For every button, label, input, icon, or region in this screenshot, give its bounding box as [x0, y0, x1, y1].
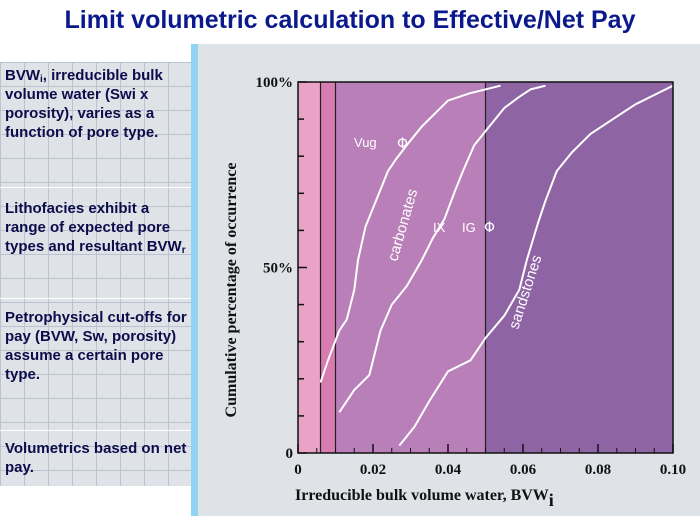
x-tick-label: 0.10	[660, 462, 686, 478]
x-tick-label: 0.02	[360, 462, 386, 478]
vug-phi-label: Φ	[397, 136, 408, 152]
x-tick-label: 0.06	[510, 462, 537, 478]
series-line	[398, 84, 674, 447]
y-tick-label: 50%	[263, 261, 293, 277]
pore-band	[320, 82, 336, 453]
x-axis-label-main: Irreducible bulk volume water, BVW	[295, 487, 549, 504]
series-line	[319, 84, 501, 383]
note-lithofacies-pre: Lithofacies exhibit a range of expected …	[5, 200, 182, 255]
pore-type-bands	[298, 82, 673, 453]
distribution-curves	[319, 84, 674, 447]
ig-label: IG	[462, 220, 476, 235]
note-bvwi-pre: BVW	[5, 67, 40, 84]
x-tick-label: 0.08	[585, 462, 611, 478]
note-bvwi-post: , irreducible bulk volume water (Swi x p…	[5, 67, 163, 141]
axis-ticks: 0 0.02 0.04 0.06 0.08 0.10 0 50% 100%	[256, 75, 687, 478]
x-axis-label-sub: i	[549, 490, 554, 510]
pore-band	[298, 82, 321, 453]
series-line	[338, 84, 546, 413]
pore-band	[335, 82, 486, 453]
note-bvwi: BVWi, irreducible bulk volume water (Swi…	[5, 66, 190, 142]
pore-band	[485, 82, 673, 453]
note-volumetrics: Volumetrics based on net pay.	[5, 440, 187, 476]
ix-label: IX	[433, 220, 446, 235]
x-axis-label: Irreducible bulk volume water, BVWi	[295, 487, 554, 510]
y-axis-label: Cumulative percentage of occurrence	[223, 163, 240, 418]
cutoff-lines	[319, 82, 487, 453]
notes-divider	[0, 298, 191, 299]
note-lithofacies: Lithofacies exhibit a range of expected …	[5, 199, 190, 256]
note-lithofacies-sub: r	[181, 245, 186, 256]
notes-panel: BVWi, irreducible bulk volume water (Swi…	[0, 62, 191, 486]
y-tick-label: 100%	[256, 75, 294, 91]
notes-divider	[0, 187, 191, 188]
y-tick-label: 0	[286, 446, 294, 462]
x-tick-label: 0	[294, 462, 302, 478]
ig-phi-label: Φ	[484, 220, 495, 236]
notes-divider	[0, 430, 191, 431]
note-bvwi-sub: i	[40, 74, 43, 85]
vug-label: Vug	[354, 135, 377, 150]
page-title: Limit volumetric calculation to Effectiv…	[64, 6, 636, 34]
x-tick-label: 0.04	[435, 462, 462, 478]
note-cutoffs: Petrophysical cut-offs for pay (BVW, Sw,…	[5, 309, 187, 383]
